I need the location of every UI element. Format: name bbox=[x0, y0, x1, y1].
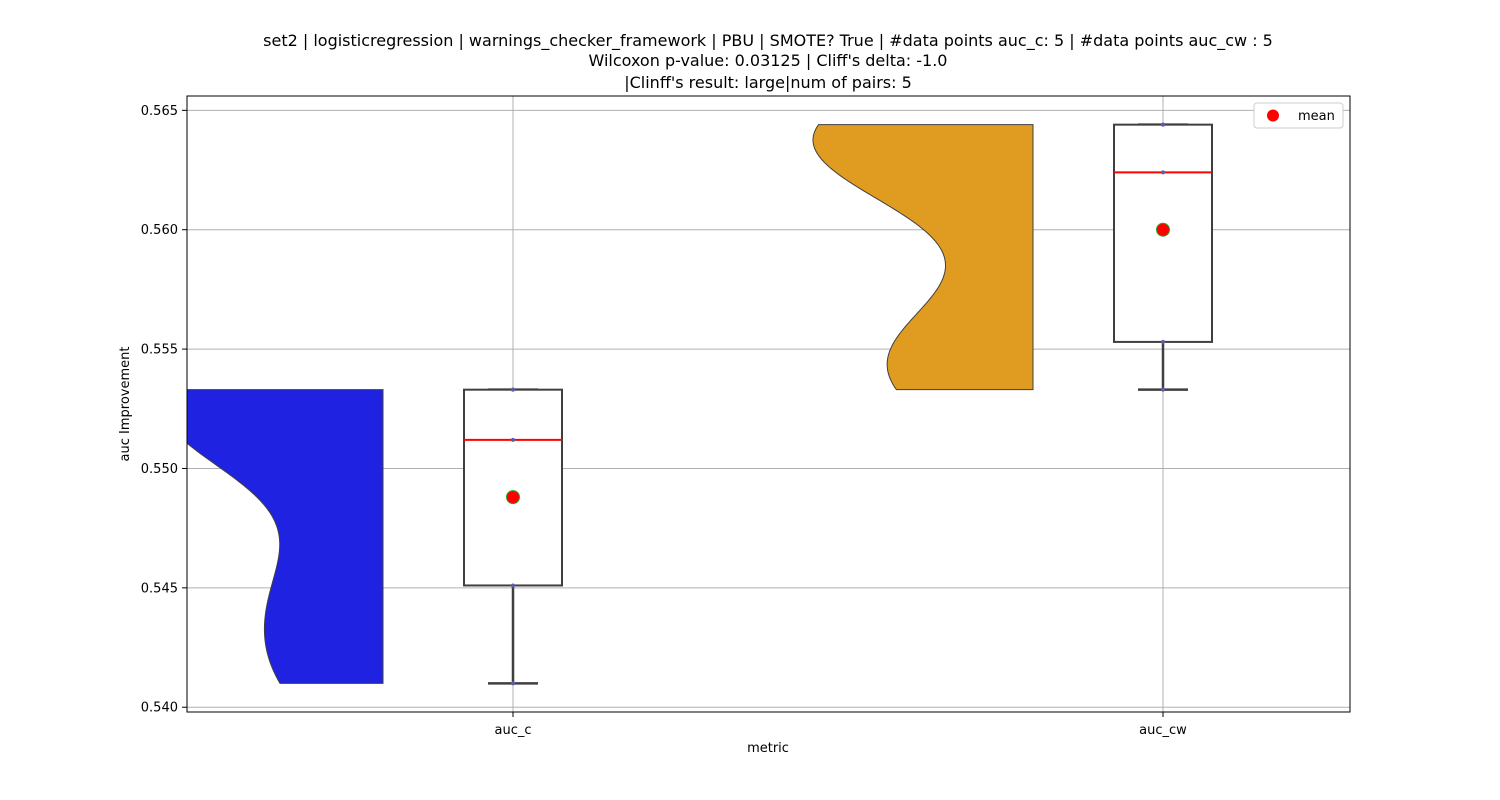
y-tick-label: 0.540 bbox=[141, 701, 178, 716]
x-tick-label: auc_cw bbox=[1139, 723, 1187, 738]
mean-marker bbox=[506, 490, 520, 505]
boxplot-auc_c bbox=[463, 387, 563, 686]
legend-mean-label: mean bbox=[1298, 109, 1335, 124]
title-line-3: |Clinff's result: large|num of pairs: 5 bbox=[624, 73, 912, 92]
data-point bbox=[1161, 339, 1165, 344]
data-point bbox=[511, 387, 515, 392]
chart-title: set2 | logisticregression | warnings_che… bbox=[263, 31, 1273, 92]
data-point bbox=[1161, 387, 1165, 392]
legend: mean bbox=[1253, 102, 1344, 129]
y-tick-label: 0.555 bbox=[141, 343, 178, 358]
y-axis-label: auc Improvement bbox=[118, 347, 133, 462]
y-tick-label: 0.560 bbox=[141, 223, 178, 238]
data-point bbox=[511, 437, 515, 442]
boxplots bbox=[463, 122, 1213, 686]
violin-auc_c bbox=[187, 389, 384, 684]
box-iqr bbox=[463, 388, 563, 587]
violins bbox=[187, 124, 1034, 684]
mean-marker bbox=[1156, 222, 1170, 237]
legend-frame bbox=[1253, 102, 1344, 129]
data-point bbox=[1161, 170, 1165, 175]
y-tick-label: 0.550 bbox=[141, 462, 178, 477]
data-point bbox=[1161, 122, 1165, 127]
title-line-2: Wilcoxon p-value: 0.03125 | Cliff's delt… bbox=[589, 51, 948, 70]
data-point bbox=[511, 681, 515, 686]
data-point bbox=[511, 583, 515, 588]
y-tick-label: 0.545 bbox=[141, 581, 178, 596]
x-tick-label: auc_c bbox=[494, 723, 531, 738]
y-tick-label: 0.565 bbox=[141, 104, 178, 119]
legend-mean-marker bbox=[1267, 109, 1279, 122]
title-line-1: set2 | logisticregression | warnings_che… bbox=[263, 31, 1273, 51]
boxplot-auc_cw bbox=[1113, 122, 1213, 392]
plot-frame bbox=[186, 95, 1351, 713]
violin-auc_cw bbox=[812, 124, 1034, 391]
axes: 0.540 0.545 0.550 0.555 0.560 0.565 auc_c auc_c… bbox=[141, 95, 1351, 738]
x-axis-label: metric bbox=[747, 741, 789, 756]
